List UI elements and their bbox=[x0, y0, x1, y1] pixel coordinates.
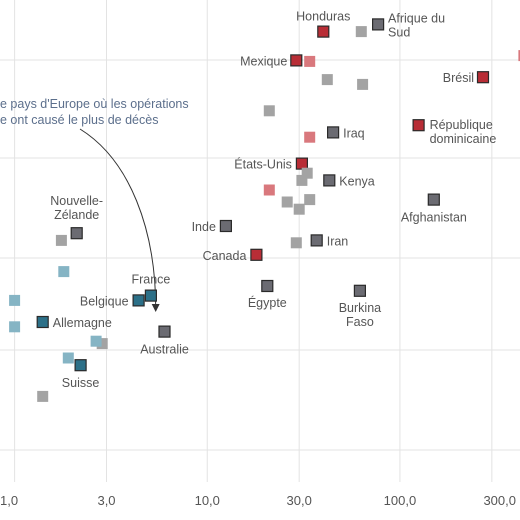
x-tick-label-3: 30,0 bbox=[287, 493, 312, 508]
data-point-18 bbox=[281, 196, 293, 208]
point-label-40: Suisse bbox=[62, 376, 100, 390]
data-point-11 bbox=[327, 126, 340, 139]
annotation-line-1: e pays d'Europe où les opérations bbox=[0, 97, 189, 111]
data-point-30 bbox=[353, 284, 366, 297]
data-point-41 bbox=[37, 390, 49, 402]
data-point-5 bbox=[518, 50, 520, 62]
data-point-31 bbox=[144, 289, 157, 302]
data-point-38 bbox=[90, 335, 102, 347]
data-point-16 bbox=[323, 174, 336, 187]
data-point-23 bbox=[310, 234, 323, 247]
point-label-16: Kenya bbox=[339, 174, 374, 188]
data-point-19 bbox=[304, 194, 316, 206]
data-point-3 bbox=[290, 54, 303, 67]
point-label-1: Afrique du Sud bbox=[388, 11, 445, 39]
x-tick-label-2: 10,0 bbox=[195, 493, 220, 508]
data-point-9 bbox=[263, 105, 275, 117]
point-label-23: Iran bbox=[327, 234, 349, 248]
x-tick-label-0: 1,0 bbox=[0, 493, 18, 508]
point-label-36: Australie bbox=[140, 343, 189, 357]
point-label-13: États-Unis bbox=[234, 157, 292, 172]
data-point-1 bbox=[372, 18, 385, 31]
data-point-34 bbox=[9, 321, 21, 333]
data-point-21 bbox=[427, 193, 440, 206]
data-point-13 bbox=[295, 157, 308, 170]
point-label-35: Allemagne bbox=[53, 316, 112, 330]
data-point-29 bbox=[261, 279, 274, 293]
x-axis-ticks: 1,0 3,0 10,0 30,0 100,0 300,0 bbox=[0, 493, 516, 508]
data-point-6 bbox=[321, 74, 333, 86]
data-point-20 bbox=[293, 203, 305, 215]
data-point-17 bbox=[263, 184, 275, 196]
point-label-32: Belgique bbox=[80, 294, 129, 308]
point-label-22: Inde bbox=[192, 220, 216, 234]
data-point-2 bbox=[355, 26, 367, 38]
data-point-33 bbox=[9, 294, 21, 306]
point-label-21: Afghanistan bbox=[401, 211, 467, 225]
point-label-31: France bbox=[131, 273, 170, 287]
data-point-12 bbox=[304, 131, 316, 143]
data-point-25 bbox=[250, 248, 263, 261]
data-point-39 bbox=[62, 352, 74, 364]
data-point-28 bbox=[58, 266, 70, 278]
data-point-8 bbox=[476, 71, 490, 84]
data-point-15 bbox=[296, 174, 308, 186]
data-point-36 bbox=[158, 325, 171, 338]
data-points bbox=[9, 18, 520, 402]
data-point-10 bbox=[412, 119, 425, 132]
data-point-4 bbox=[304, 55, 316, 67]
data-point-7 bbox=[357, 78, 369, 90]
data-point-40 bbox=[74, 359, 87, 372]
point-label-11: Iraq bbox=[343, 126, 365, 140]
annotation-line-2: e ont causé le plus de décès bbox=[0, 113, 158, 127]
data-point-14 bbox=[301, 167, 313, 179]
annotation: e pays d'Europe où les opérations e ont … bbox=[0, 97, 189, 312]
data-point-22 bbox=[219, 219, 232, 233]
point-label-30: Burkina Faso bbox=[339, 301, 381, 329]
point-label-0: Honduras bbox=[296, 10, 350, 24]
data-point-0 bbox=[317, 25, 330, 38]
data-point-26 bbox=[70, 227, 83, 240]
point-label-10: République dominicaine bbox=[430, 118, 497, 146]
data-point-24 bbox=[290, 237, 302, 249]
point-label-3: Mexique bbox=[240, 54, 287, 68]
x-tick-label-1: 3,0 bbox=[97, 493, 115, 508]
x-tick-label-5: 300,0 bbox=[483, 493, 516, 508]
point-label-25: Canada bbox=[203, 249, 247, 263]
data-point-37 bbox=[96, 338, 108, 350]
data-point-35 bbox=[36, 315, 49, 329]
x-tick-label-4: 100,0 bbox=[384, 493, 417, 508]
annotation-arrow bbox=[79, 128, 160, 312]
point-label-8: Brésil bbox=[443, 71, 474, 85]
data-point-32 bbox=[132, 294, 145, 307]
point-label-29: Égypte bbox=[248, 295, 287, 310]
point-labels: Honduras Afrique du Sud Mexique Brésil Républ… bbox=[50, 10, 496, 391]
data-point-27 bbox=[55, 234, 67, 246]
point-label-26: Nouvelle-Zélande bbox=[50, 194, 103, 222]
